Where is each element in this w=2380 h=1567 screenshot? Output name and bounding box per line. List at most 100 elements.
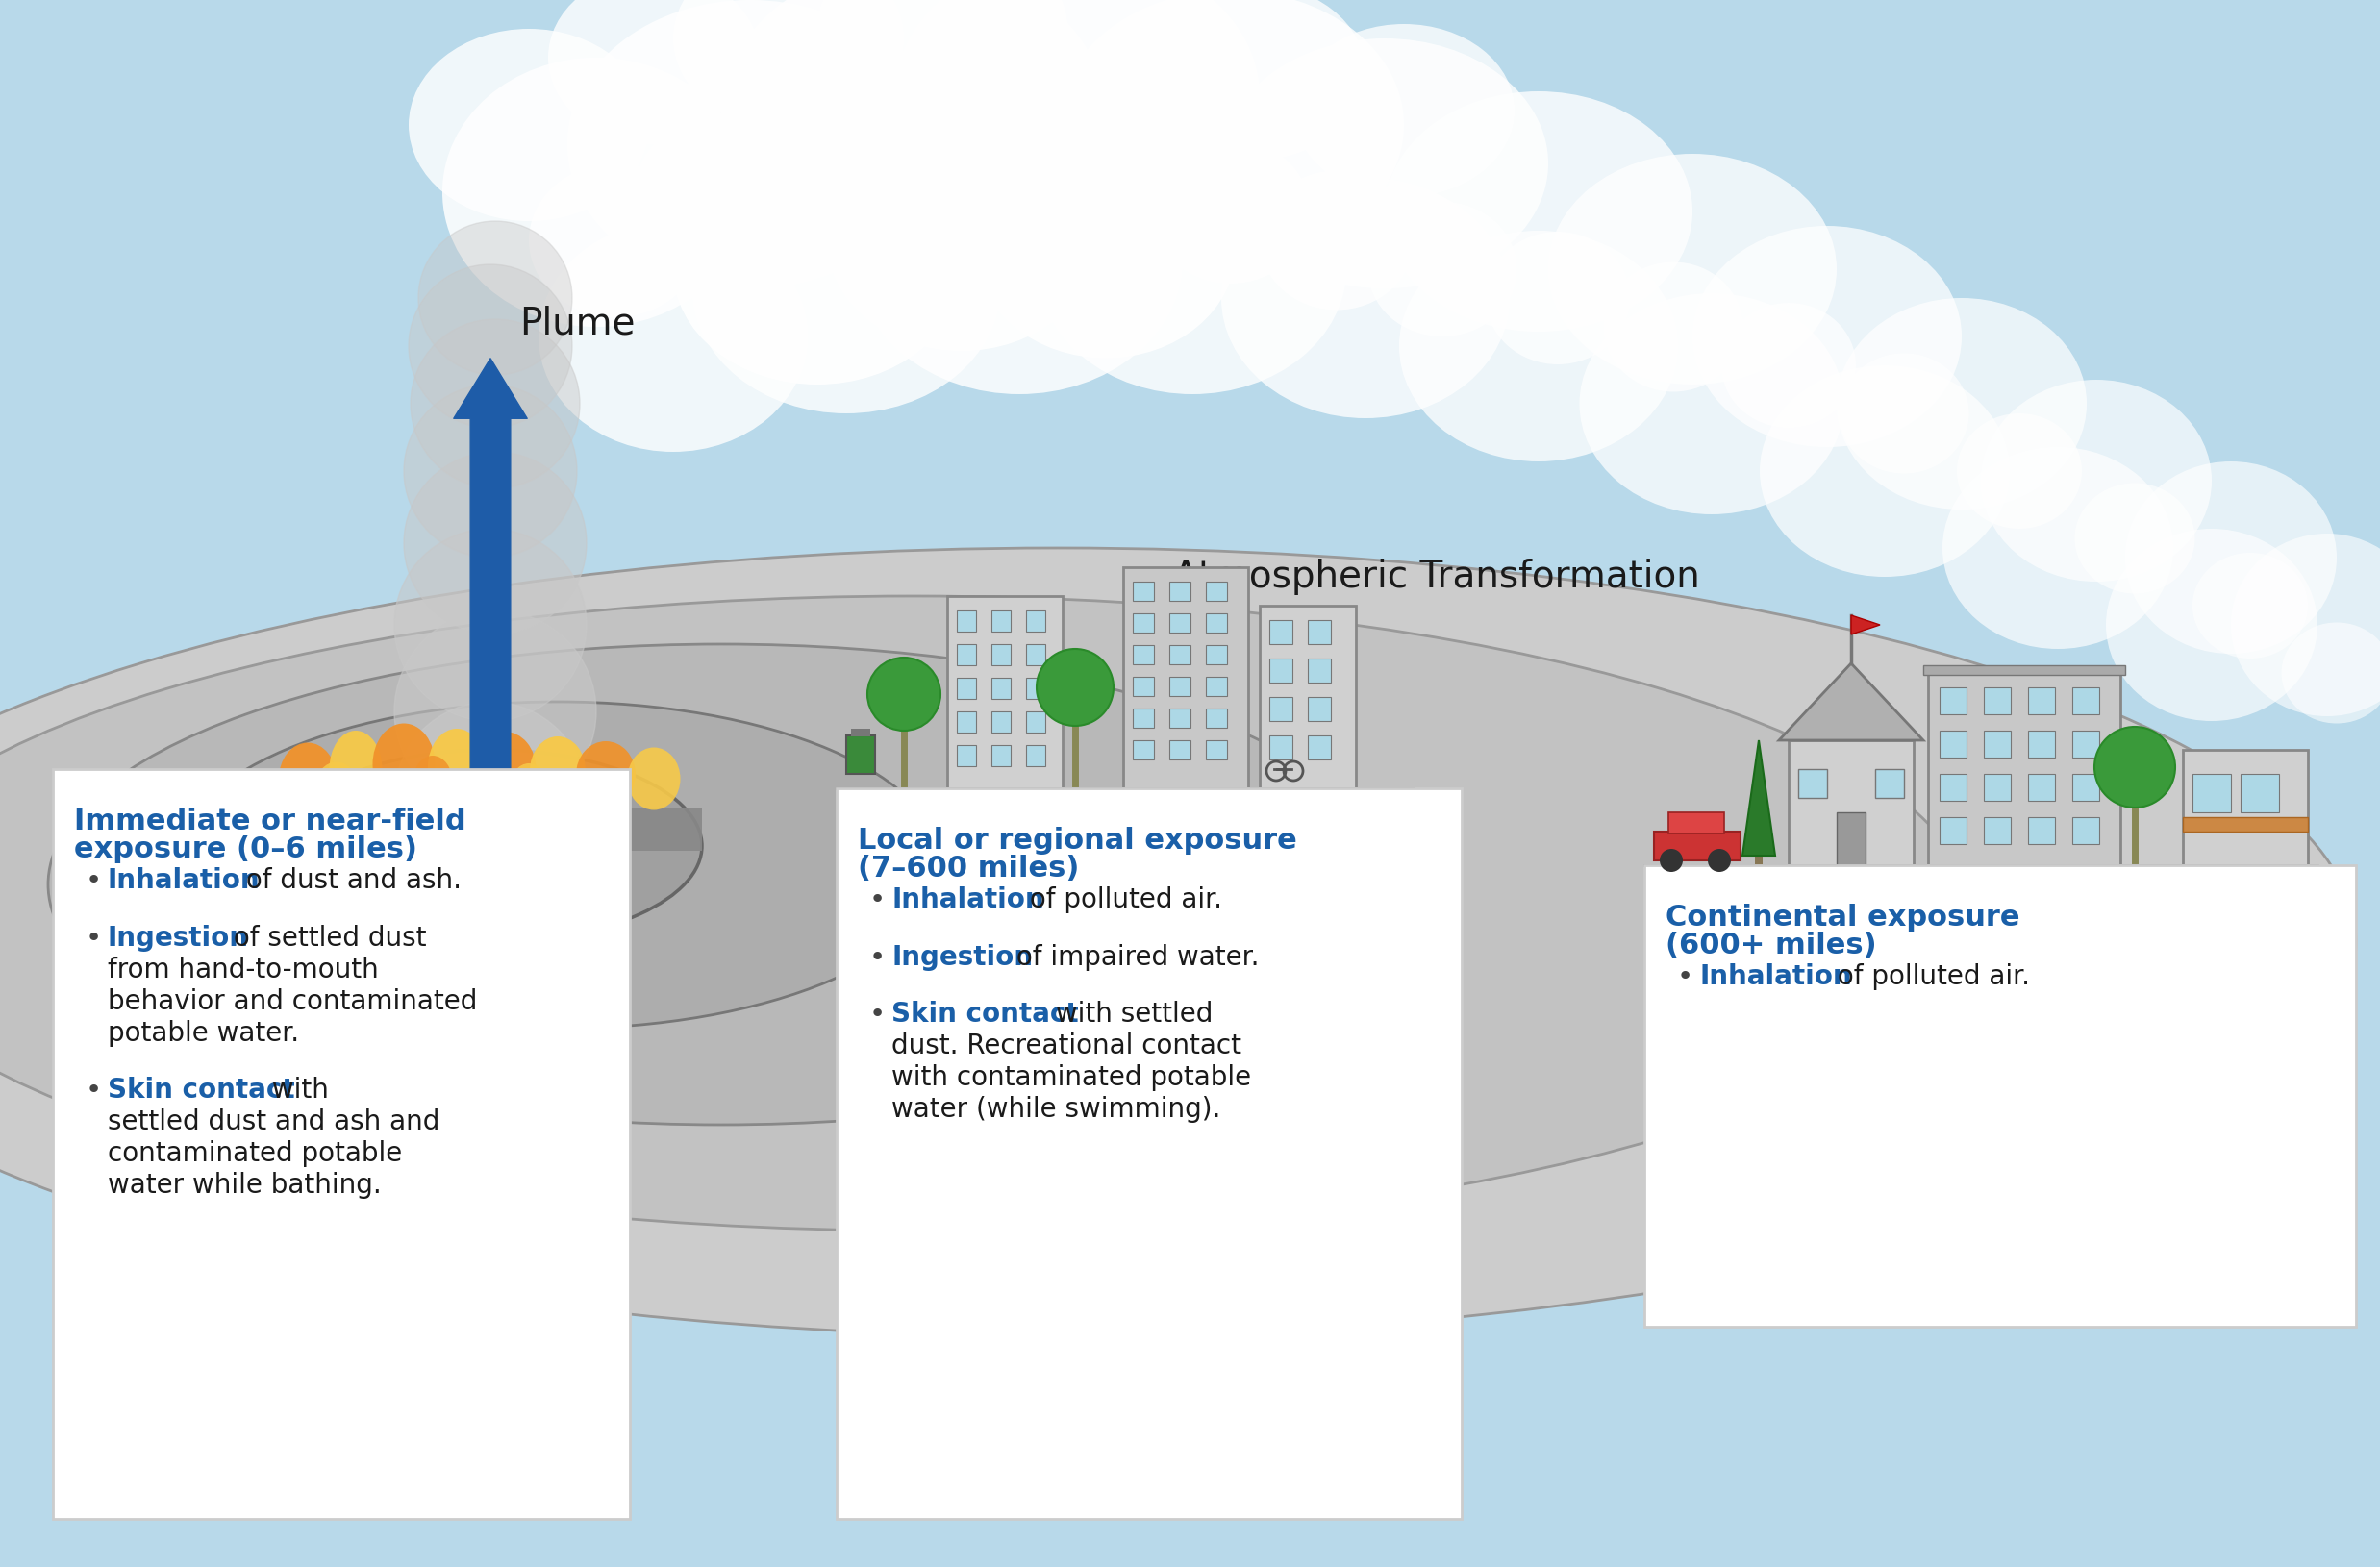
Bar: [957, 611, 976, 632]
Circle shape: [1709, 849, 1730, 871]
Bar: [947, 595, 1061, 788]
Ellipse shape: [674, 154, 962, 384]
Ellipse shape: [1692, 226, 1961, 447]
Ellipse shape: [1038, 144, 1347, 395]
Bar: [288, 807, 702, 851]
Bar: [992, 679, 1012, 699]
Ellipse shape: [1956, 414, 2082, 528]
Text: Skin contact: Skin contact: [892, 1001, 1078, 1028]
Bar: [1207, 613, 1228, 633]
Bar: [2192, 774, 2230, 812]
Bar: [1133, 708, 1154, 727]
Text: •: •: [86, 1077, 102, 1103]
Ellipse shape: [1135, 0, 1366, 161]
Ellipse shape: [935, 105, 1104, 260]
Ellipse shape: [1042, 118, 1207, 266]
Text: Local or regional exposure: Local or regional exposure: [857, 826, 1297, 854]
Text: potable water.: potable water.: [107, 1020, 300, 1047]
Bar: [957, 711, 976, 732]
Circle shape: [419, 221, 571, 375]
Text: Immediate or near-field: Immediate or near-field: [74, 807, 466, 835]
Ellipse shape: [2075, 483, 2194, 594]
Bar: [1133, 646, 1154, 664]
Bar: [1940, 688, 1966, 715]
Ellipse shape: [509, 763, 547, 813]
Text: with: with: [264, 1077, 328, 1103]
Bar: [1985, 688, 2011, 715]
Text: behavior and contaminated: behavior and contaminated: [107, 987, 478, 1015]
Ellipse shape: [895, 0, 1259, 240]
Ellipse shape: [1368, 202, 1516, 337]
FancyBboxPatch shape: [52, 769, 631, 1518]
Bar: [957, 644, 976, 666]
Bar: [1026, 711, 1045, 732]
Ellipse shape: [278, 743, 336, 815]
Ellipse shape: [674, 0, 904, 130]
Ellipse shape: [1942, 447, 2173, 649]
Bar: [1790, 740, 1914, 865]
Text: of settled dust: of settled dust: [224, 925, 426, 951]
Bar: [1026, 644, 1045, 666]
Text: Inhalation: Inhalation: [892, 887, 1045, 914]
Text: Inhalation: Inhalation: [1699, 964, 1852, 990]
Polygon shape: [1778, 663, 1923, 740]
Ellipse shape: [976, 0, 1216, 136]
Bar: [2182, 816, 2309, 832]
Ellipse shape: [1385, 91, 1692, 332]
Bar: [1875, 769, 1904, 798]
Ellipse shape: [1980, 379, 2211, 581]
Ellipse shape: [693, 163, 1000, 414]
Ellipse shape: [857, 125, 1183, 395]
Ellipse shape: [576, 741, 635, 809]
Text: Inhalation: Inhalation: [107, 868, 259, 895]
Ellipse shape: [0, 595, 1971, 1230]
Text: dust. Recreational contact: dust. Recreational contact: [892, 1033, 1242, 1059]
Ellipse shape: [721, 0, 1107, 270]
Bar: [1207, 708, 1228, 727]
Ellipse shape: [328, 730, 383, 807]
Bar: [1169, 581, 1190, 600]
Bar: [1307, 658, 1330, 683]
Circle shape: [1038, 649, 1114, 726]
Ellipse shape: [2282, 622, 2380, 724]
Text: •: •: [1678, 964, 1695, 990]
Ellipse shape: [409, 28, 650, 221]
Circle shape: [409, 265, 571, 428]
Ellipse shape: [531, 736, 585, 805]
Text: Skin contact: Skin contact: [107, 1077, 295, 1103]
Circle shape: [1659, 849, 1683, 871]
Bar: [1169, 646, 1190, 664]
Text: Ingestion: Ingestion: [107, 925, 250, 951]
Bar: [2028, 730, 2054, 757]
Bar: [1307, 697, 1330, 721]
Bar: [1133, 677, 1154, 696]
Ellipse shape: [835, 99, 992, 248]
Text: of dust and ash.: of dust and ash.: [238, 868, 462, 895]
Ellipse shape: [697, 77, 938, 270]
Ellipse shape: [1721, 302, 1856, 428]
Text: •: •: [869, 943, 885, 970]
Bar: [1259, 606, 1357, 788]
Circle shape: [412, 320, 581, 489]
Circle shape: [395, 702, 585, 895]
Circle shape: [395, 611, 597, 812]
Ellipse shape: [1759, 365, 2009, 577]
Bar: [992, 711, 1012, 732]
Ellipse shape: [1221, 39, 1549, 288]
Ellipse shape: [1152, 139, 1311, 284]
Bar: [1754, 856, 1764, 895]
Text: Ingestion: Ingestion: [892, 943, 1033, 970]
Text: with contaminated potable: with contaminated potable: [892, 1064, 1252, 1091]
FancyBboxPatch shape: [1645, 865, 2356, 1327]
Bar: [1026, 679, 1045, 699]
Bar: [2073, 816, 2099, 845]
Ellipse shape: [635, 121, 788, 265]
Bar: [1026, 611, 1045, 632]
Text: Atmospheric Transformation: Atmospheric Transformation: [1173, 558, 1699, 595]
Text: exposure (0–6 miles): exposure (0–6 miles): [74, 835, 416, 863]
Ellipse shape: [1221, 177, 1509, 418]
Circle shape: [395, 528, 585, 721]
Ellipse shape: [2106, 528, 2318, 721]
Bar: [957, 744, 976, 766]
Bar: [1668, 812, 1723, 834]
